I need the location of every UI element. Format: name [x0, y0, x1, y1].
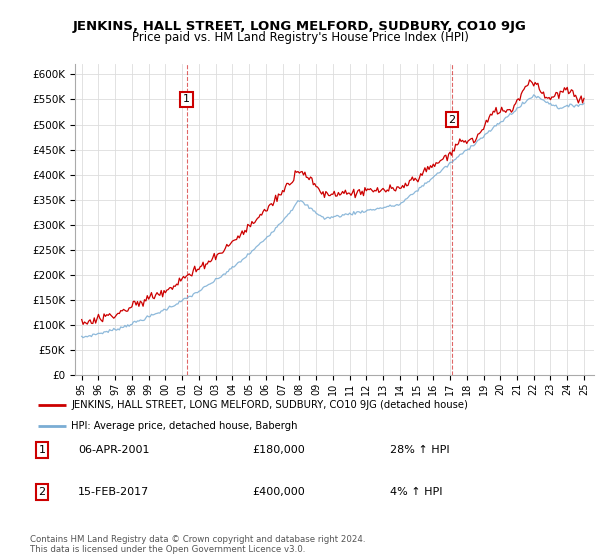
Text: Price paid vs. HM Land Registry's House Price Index (HPI): Price paid vs. HM Land Registry's House …: [131, 31, 469, 44]
Text: 1: 1: [183, 95, 190, 105]
Text: HPI: Average price, detached house, Babergh: HPI: Average price, detached house, Babe…: [71, 421, 298, 431]
Text: JENKINS, HALL STREET, LONG MELFORD, SUDBURY, CO10 9JG: JENKINS, HALL STREET, LONG MELFORD, SUDB…: [73, 20, 527, 32]
Text: 2: 2: [448, 115, 455, 124]
Text: £180,000: £180,000: [252, 445, 305, 455]
Text: JENKINS, HALL STREET, LONG MELFORD, SUDBURY, CO10 9JG (detached house): JENKINS, HALL STREET, LONG MELFORD, SUDB…: [71, 400, 468, 410]
Text: 28% ↑ HPI: 28% ↑ HPI: [390, 445, 449, 455]
Text: 4% ↑ HPI: 4% ↑ HPI: [390, 487, 443, 497]
Text: Contains HM Land Registry data © Crown copyright and database right 2024.
This d: Contains HM Land Registry data © Crown c…: [30, 535, 365, 554]
Text: 1: 1: [38, 445, 46, 455]
Text: 2: 2: [38, 487, 46, 497]
Text: 06-APR-2001: 06-APR-2001: [78, 445, 149, 455]
Text: 15-FEB-2017: 15-FEB-2017: [78, 487, 149, 497]
Text: £400,000: £400,000: [252, 487, 305, 497]
